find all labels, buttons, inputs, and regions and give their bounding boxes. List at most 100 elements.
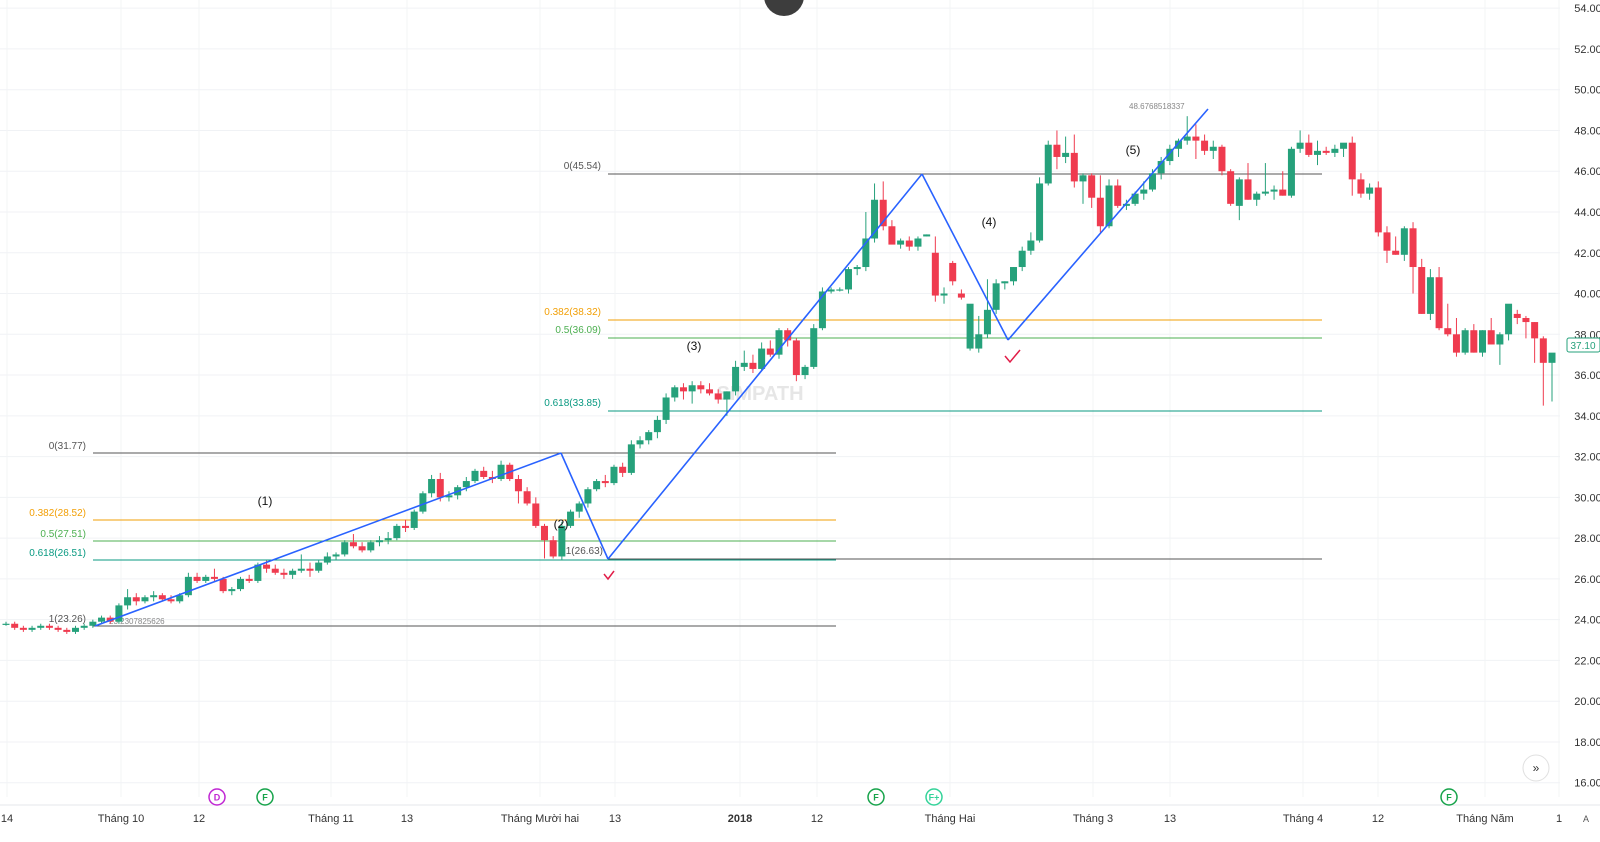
candle-body (1261, 191, 1269, 194)
wave-lines[interactable] (94, 108, 1209, 627)
x-tick-label: 2018 (728, 813, 752, 825)
y-tick-label: 26.00 (1574, 574, 1600, 586)
candle-body (1244, 179, 1252, 200)
candle-body (871, 199, 879, 239)
event-markers[interactable]: D F F F+ F (208, 788, 1458, 806)
time-axis[interactable]: 14 Tháng 10 12 Tháng 11 13 Tháng Mười hai 13 20… (0, 804, 1600, 825)
candle-body (540, 525, 548, 541)
candle-body (836, 289, 844, 291)
candle-body (1183, 136, 1191, 141)
x-tick-label: 14 (1, 813, 13, 825)
candle-body (254, 564, 262, 581)
candle-body (1400, 228, 1408, 255)
candle-body (167, 599, 175, 602)
candle-body (923, 234, 931, 237)
candle-body (358, 546, 366, 551)
candle-body (419, 493, 427, 512)
candle-body (931, 252, 939, 296)
y-tick-label: 34.00 (1574, 411, 1600, 423)
candle-body (897, 240, 905, 245)
candle-body (723, 391, 731, 400)
candle-body (1313, 150, 1321, 155)
candle-body (558, 525, 566, 557)
candle-body (341, 542, 349, 555)
scroll-right-button[interactable]: » (1522, 754, 1550, 782)
candle-body (115, 605, 123, 622)
fib-label: 0(45.54) (564, 161, 601, 172)
auto-scale-icon[interactable]: A (1583, 814, 1589, 824)
candle-body (1027, 240, 1035, 251)
candle-body (1366, 187, 1374, 194)
candle-body (402, 525, 410, 528)
candle-body (653, 419, 661, 433)
candle-body (610, 466, 618, 484)
fibonacci-levels[interactable]: 0(31.77) 0.382(28.52) 0.5(27.51) 0.618(26.5… (29, 102, 1322, 627)
fib-label: 1(23.26) (49, 614, 86, 625)
wave-labels: (1) (2) (3) (4) (5) (258, 143, 1140, 581)
candle-body (957, 293, 965, 298)
candle-body (497, 464, 505, 480)
candle-body (1053, 144, 1061, 157)
candle-body (1418, 267, 1426, 314)
candle-body (992, 283, 1000, 310)
candle-body (1348, 142, 1356, 180)
candle-body (1253, 193, 1261, 200)
candle-body (844, 269, 852, 290)
candle-body (584, 489, 592, 504)
chevrons-right-icon[interactable]: » (1533, 761, 1540, 775)
candle-body (1409, 228, 1417, 268)
candle-body (662, 397, 670, 420)
y-tick-label: 18.00 (1574, 737, 1600, 749)
candle-body (1270, 189, 1278, 192)
candle-body (1305, 142, 1313, 155)
top-nav-handle[interactable] (764, 0, 804, 16)
candle-body (289, 570, 297, 575)
candle-body (480, 470, 488, 477)
candle-body (280, 572, 288, 575)
check-mark-icon (603, 570, 615, 581)
candle-body (758, 348, 766, 369)
candle-body (1487, 330, 1495, 345)
x-tick-label: Tháng Hai (925, 813, 976, 825)
candle-body (1505, 303, 1513, 335)
candle-body (732, 366, 740, 392)
candle-body (645, 432, 653, 441)
candle-body (141, 597, 149, 602)
candle-body (158, 595, 166, 600)
y-tick-label: 30.00 (1574, 492, 1600, 504)
event-badge-label: F (873, 793, 879, 803)
price-axis[interactable]: 16.00 18.00 20.00 22.00 24.00 26.00 28.00 30.00… (1574, 3, 1600, 790)
event-badge (256, 788, 274, 806)
candles (2, 116, 1556, 634)
wave-label: (4) (982, 215, 997, 229)
y-tick-label: 24.00 (1574, 615, 1600, 627)
candle-body (132, 597, 140, 602)
candle-body (1036, 183, 1044, 241)
candle-body (1131, 193, 1139, 204)
top-handle[interactable] (764, 0, 804, 16)
candle-body (1079, 175, 1087, 182)
candle-body (228, 589, 236, 592)
candle-body (523, 491, 531, 504)
wave-segment (1007, 108, 1209, 341)
last-price-box (1566, 337, 1600, 353)
price-note: 23.2307825626 (109, 617, 165, 626)
scroll-right-circle[interactable] (1522, 754, 1550, 782)
candle-body (323, 556, 331, 563)
candle-body (1374, 187, 1382, 233)
check-mark-icon (1004, 349, 1021, 364)
candle-body (601, 481, 609, 484)
candle-body (1114, 185, 1122, 206)
candle-body (1018, 250, 1026, 268)
candle-body (749, 362, 757, 369)
event-badge (208, 788, 226, 806)
event-badge (1440, 788, 1458, 806)
y-tick-label: 50.00 (1574, 85, 1600, 97)
candle-body (688, 385, 696, 392)
candle-body (1496, 334, 1504, 345)
candle-body (827, 289, 835, 292)
candle-body (1140, 189, 1148, 194)
last-price-label: 37.10 (1570, 341, 1595, 352)
